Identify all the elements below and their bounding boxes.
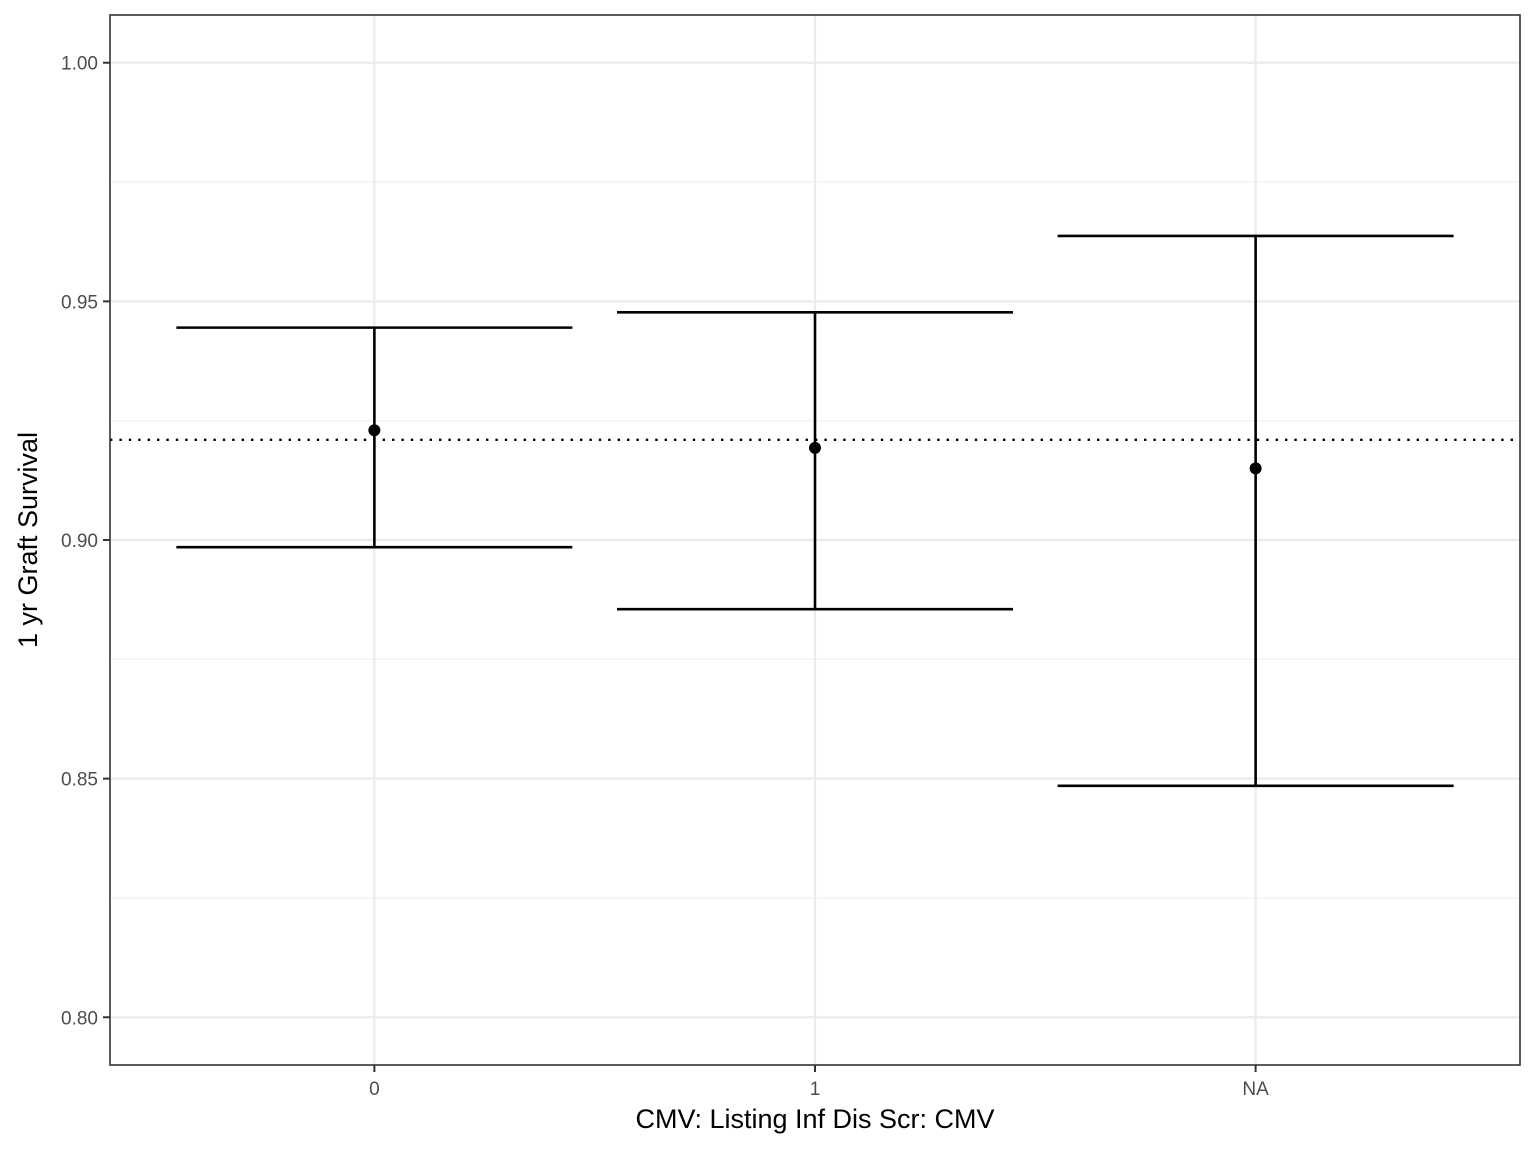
errorbars-layer [176, 234, 1454, 788]
y-tick-label: 0.80 [61, 1008, 98, 1029]
y-axis-title: 1 yr Graft Survival [13, 432, 43, 648]
point-estimate [809, 441, 821, 454]
point-estimate [1249, 462, 1262, 475]
x-tick-label: NA [1242, 1079, 1269, 1100]
axes: 0.80 0.85 0.90 0.95 1.00 0 1 NA [61, 54, 1269, 1100]
point-estimate [368, 424, 381, 437]
x-axis-title: CMV: Listing Inf Dis Scr: CMV [635, 1104, 994, 1134]
y-tick-label: 0.95 [61, 292, 98, 313]
y-tick-label: 0.85 [61, 770, 98, 791]
x-tick-label: 0 [369, 1079, 380, 1100]
grid [110, 15, 1520, 1065]
points-layer [368, 424, 1262, 475]
y-tick-label: 1.00 [61, 54, 98, 75]
y-tick-label: 0.90 [61, 531, 98, 552]
x-tick-label: 1 [810, 1079, 821, 1100]
